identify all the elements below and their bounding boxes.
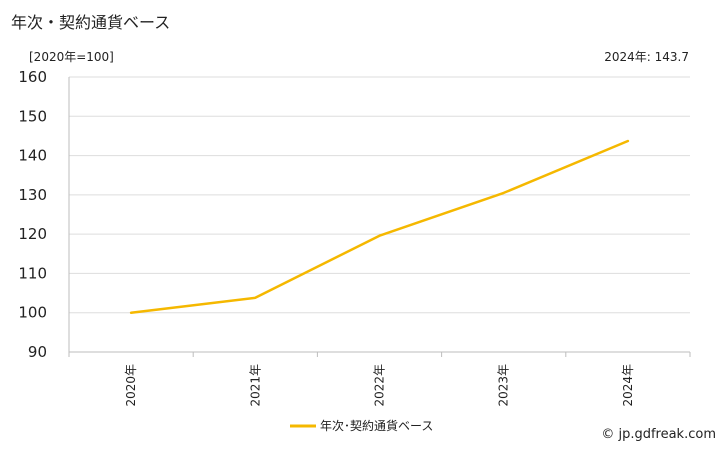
y-tick-label: 100 [18, 304, 47, 322]
latest-value-label: 2024年: 143.7 [604, 50, 689, 64]
y-tick-label: 120 [18, 225, 47, 243]
y-tick-label: 160 [18, 68, 47, 86]
y-tick-label: 110 [18, 264, 47, 282]
chart-title: 年次・契約通貨ベース [11, 13, 171, 32]
x-axis-ticks: 2020年 2021年 2022年 2023年 2024年 [124, 364, 635, 407]
series-line-0 [129, 139, 630, 314]
y-tick-label: 140 [18, 147, 47, 165]
series-lines [129, 139, 630, 314]
y-axis-ticks: 90 100 110 120 130 140 150 160 [18, 68, 47, 361]
legend: 年次･契約通貨ベース [290, 418, 433, 433]
x-tick-label: 2022年 [373, 364, 387, 407]
legend-label: 年次･契約通貨ベース [320, 418, 433, 433]
y-tick-label: 150 [18, 107, 47, 125]
y-tick-label: 90 [28, 343, 47, 361]
x-tick-label: 2020年 [124, 364, 138, 407]
grid-lines [68, 76, 691, 357]
unit-label: [2020年=100] [29, 50, 114, 64]
x-tick-label: 2021年 [248, 364, 262, 407]
x-tick-label: 2023年 [497, 364, 511, 407]
x-tick-label: 2024年 [621, 364, 635, 407]
credit-text: © jp.gdfreak.com [601, 427, 716, 442]
y-tick-label: 130 [18, 186, 47, 204]
